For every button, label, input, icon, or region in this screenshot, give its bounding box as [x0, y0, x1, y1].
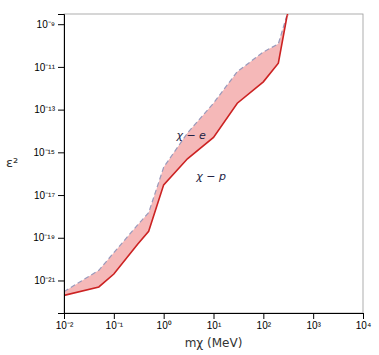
tick-mark — [58, 195, 64, 196]
tick-mark — [58, 280, 64, 281]
axis-line — [65, 314, 364, 320]
x-axis-title: mχ (MeV) — [185, 336, 243, 350]
chart: 10⁻²10⁻¹10⁰10¹10²10³10⁴10⁻²¹10⁻¹⁹10⁻¹⁷10… — [0, 0, 379, 355]
tick-label: 10⁻¹⁷ — [34, 190, 55, 201]
axis-line — [58, 15, 65, 314]
tick: 10⁻⁹ — [37, 19, 64, 30]
tick-mark — [58, 110, 64, 111]
tick-mark — [164, 313, 165, 319]
tick-mark — [114, 313, 115, 319]
tick-mark — [214, 313, 215, 319]
annotations: χ − e χ − p — [175, 129, 226, 183]
cutoff-wall — [287, 14, 289, 16]
tick: 10¹ — [207, 313, 222, 331]
tick-mark — [363, 313, 364, 319]
annotation: χ − p — [195, 170, 226, 183]
tick: 10⁻¹³ — [34, 104, 64, 115]
tick-label: 10⁻¹ — [106, 320, 124, 331]
y-axis-title: ε² — [6, 155, 18, 170]
tick-label: 10⁻⁹ — [37, 19, 55, 30]
plot-frame — [64, 14, 363, 313]
tick-mark — [58, 24, 64, 25]
tick: 10⁻¹⁹ — [33, 232, 64, 243]
tick-label: 10⁻¹³ — [34, 104, 55, 115]
tick-label: 10⁻¹⁹ — [33, 232, 55, 243]
x-axis: 10⁻² 10⁻¹ 10⁰ 10¹ 10² 10³ 10⁴ — [56, 313, 371, 331]
tick: 10³ — [306, 313, 321, 331]
tick-label: 10⁻² — [56, 320, 74, 331]
allowed-region — [64, 15, 287, 296]
annotation: χ − e — [175, 129, 206, 142]
tick-mark — [58, 152, 64, 153]
plot: 10⁻²10⁻¹10⁰10¹10²10³10⁴10⁻²¹10⁻¹⁹10⁻¹⁷10… — [33, 14, 371, 331]
tick-label: 10³ — [306, 320, 321, 331]
tick-label: 10¹ — [207, 320, 222, 331]
tick: 10² — [257, 313, 272, 331]
y-axis: 10⁻²¹ 10⁻¹⁹ 10⁻¹⁷ 10⁻¹⁵ 10⁻¹³ 10⁻¹¹ 10⁻⁹ — [33, 15, 64, 314]
tick: 10⁻² — [56, 313, 74, 331]
tick-label: 10⁰ — [157, 320, 172, 331]
tick: 10⁻²¹ — [34, 275, 64, 286]
tick: 10⁴ — [356, 313, 371, 331]
marks — [64, 14, 287, 295]
tick: 10⁻¹¹ — [34, 62, 64, 73]
series-line — [64, 15, 287, 292]
tick-mark — [58, 67, 64, 68]
tick-mark — [313, 313, 314, 319]
tick: 10⁻¹ — [106, 313, 124, 331]
tick-label: 10² — [257, 320, 272, 331]
tick-mark — [58, 238, 64, 239]
tick: 10⁻¹⁵ — [33, 147, 64, 158]
series-line — [64, 16, 287, 296]
tick-label: 10⁻²¹ — [34, 275, 55, 286]
tick-mark — [263, 313, 264, 319]
tick-label: 10⁻¹¹ — [34, 62, 55, 73]
tick-label: 10⁴ — [356, 320, 371, 331]
tick: 10⁻¹⁷ — [34, 190, 64, 201]
tick-label: 10⁻¹⁵ — [33, 147, 55, 158]
tick: 10⁰ — [157, 313, 172, 331]
